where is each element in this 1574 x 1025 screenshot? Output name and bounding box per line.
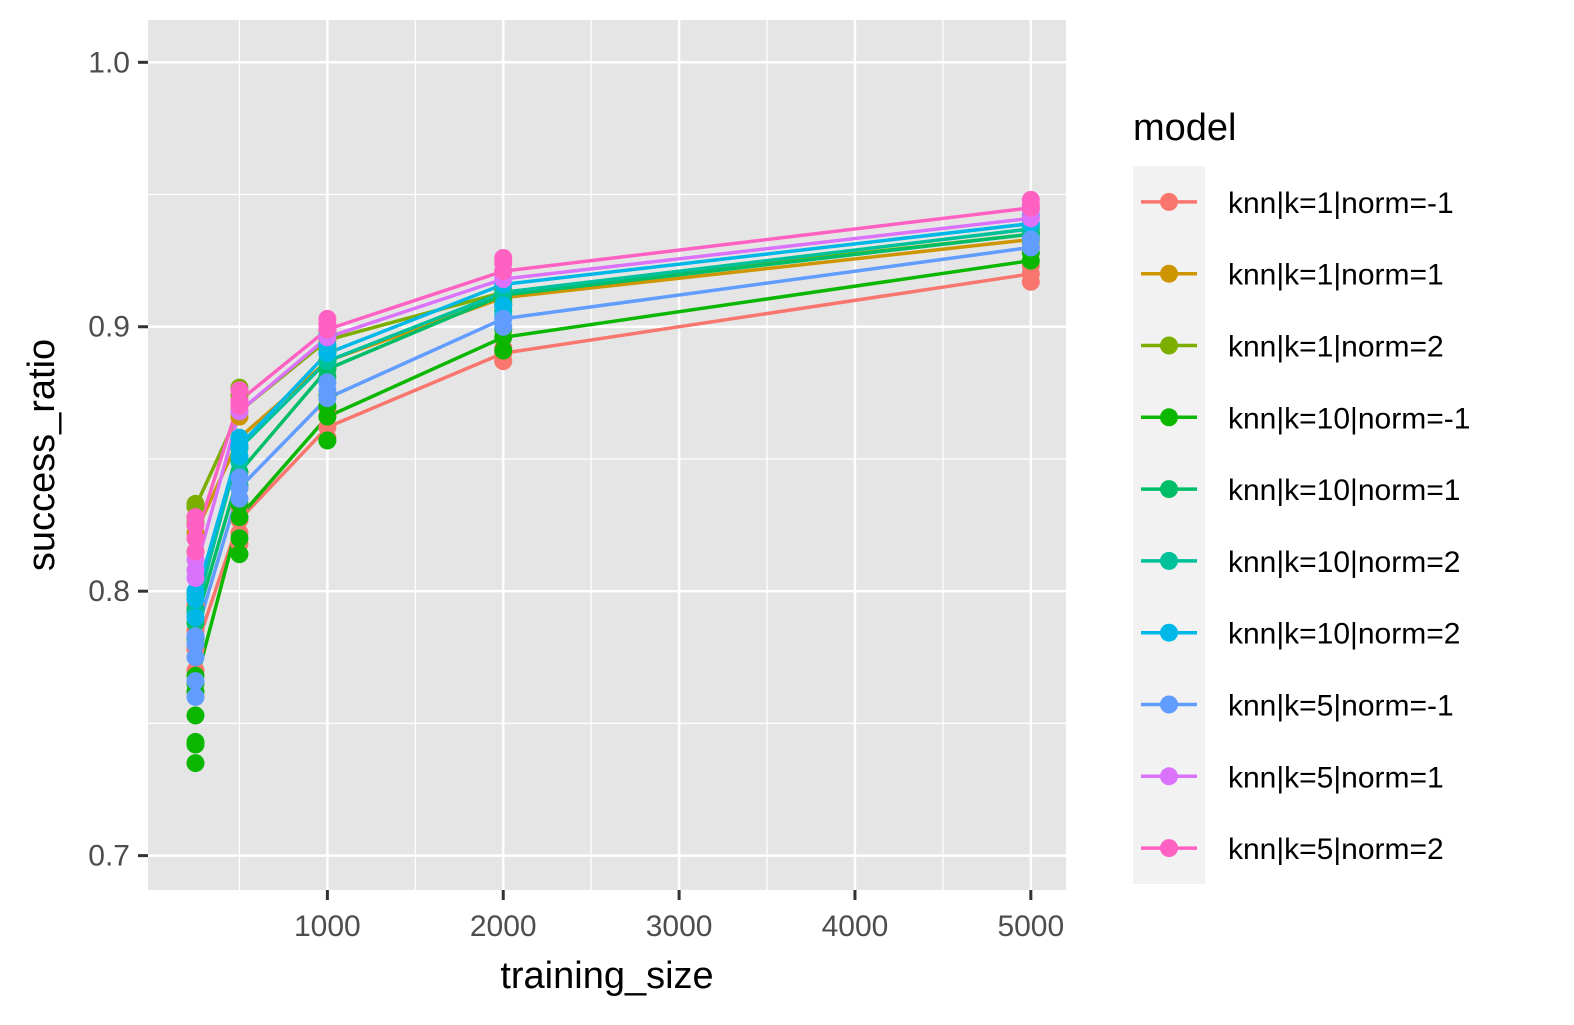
x-axis: 1000 2000 3000 4000 5000 [294,890,1064,943]
legend-key-point [1160,695,1178,714]
data-point [230,508,249,527]
data-point [230,428,249,447]
legend-item: knn|k=5|norm=-1 [1141,690,1454,723]
legend-key-point [1160,623,1178,642]
y-axis: 0.7 0.8 0.9 1.0 [88,46,148,873]
legend-title: model [1133,107,1237,149]
data-point [230,489,249,508]
legend-item: knn|k=10|norm=2 [1141,618,1460,651]
data-point [186,494,205,513]
data-point [186,608,205,627]
data-point [230,545,249,564]
data-point [186,754,205,773]
x-tick-label: 4000 [822,910,889,943]
legend-label: knn|k=1|norm=-1 [1228,187,1454,220]
legend-label: knn|k=1|norm=2 [1228,331,1444,364]
legend-label: knn|k=5|norm=-1 [1228,690,1454,723]
legend-label: knn|k=10|norm=-1 [1228,402,1470,435]
legend-label: knn|k=5|norm=1 [1228,761,1444,794]
data-point [230,381,249,400]
legend-item: knn|k=5|norm=2 [1141,833,1444,866]
legend-key-point [1160,480,1178,499]
legend-key-point [1160,336,1178,355]
data-point [494,296,513,315]
data-point [186,672,205,691]
legend-key-point [1160,192,1178,211]
data-point [494,317,513,336]
x-axis-title: training_size [500,955,713,997]
legend-item: knn|k=10|norm=-1 [1141,402,1470,435]
data-point [1021,272,1040,291]
legend: model knn|k=1|norm=-1knn|k=1|norm=1knn|k… [1133,107,1470,884]
legend-item: knn|k=1|norm=-1 [1141,187,1454,220]
data-point [186,542,205,561]
major-gridlines [148,20,1066,890]
x-tick-label: 5000 [997,910,1064,943]
y-tick-label: 0.9 [88,311,130,344]
x-tick-label: 2000 [470,910,537,943]
data-point [186,648,205,667]
data-point [230,397,249,416]
y-tick-label: 0.7 [88,840,130,873]
data-point [230,468,249,487]
legend-key-point [1160,408,1178,427]
y-axis-title: success_ratio [21,339,63,571]
x-tick-label: 1000 [294,910,361,943]
data-point [186,732,205,751]
data-point [186,706,205,725]
minor-gridlines [148,20,1066,890]
data-point [318,315,337,334]
data-point [494,254,513,273]
legend-item: knn|k=1|norm=1 [1141,259,1444,292]
data-point [186,582,205,601]
legend-key-point [1160,551,1178,570]
x-tick-label: 3000 [646,910,713,943]
plot-panel [148,20,1066,890]
data-point [186,635,205,654]
data-point [1021,230,1040,249]
legend-label: knn|k=10|norm=2 [1228,546,1460,579]
data-point [318,431,337,450]
data-point [186,529,205,548]
data-point [1021,196,1040,215]
legend-label: knn|k=5|norm=2 [1228,833,1444,866]
legend-item: knn|k=5|norm=1 [1141,761,1444,794]
y-tick-label: 0.8 [88,575,130,608]
data-point [186,687,205,706]
y-tick-label: 1.0 [88,46,130,79]
data-point [318,373,337,392]
series-points [186,190,1040,773]
legend-key-background [1133,166,1205,884]
legend-label: knn|k=10|norm=1 [1228,474,1460,507]
legend-label: knn|k=10|norm=2 [1228,618,1460,651]
legend-key-point [1160,264,1178,283]
legend-label: knn|k=1|norm=1 [1228,259,1444,292]
data-point [230,447,249,466]
legend-item: knn|k=10|norm=1 [1141,474,1460,507]
data-point [186,568,205,587]
legend-key-point [1160,767,1178,786]
data-point [186,516,205,535]
legend-item: knn|k=10|norm=2 [1141,546,1460,579]
legend-item: knn|k=1|norm=2 [1141,331,1444,364]
legend-items: knn|k=1|norm=-1 knn|k=1|norm=1 knn|k=1|nor… [1141,187,1470,866]
data-point [494,341,513,360]
data-point [230,529,249,548]
legend-key-point [1160,839,1178,858]
